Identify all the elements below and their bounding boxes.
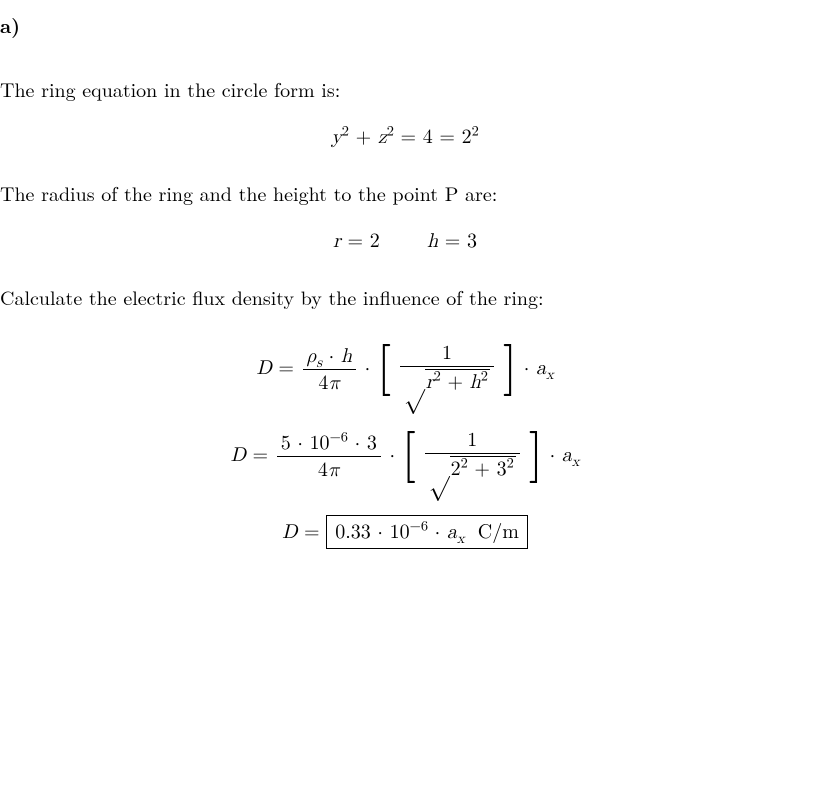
rho-sub: s — [316, 355, 322, 370]
three-b: 3 — [497, 459, 507, 479]
paragraph-2: The radius of the ring and the height to… — [0, 179, 810, 207]
val-033: 0.33 — [335, 522, 371, 542]
paragraph-3: Calculate the electric flux density by t… — [0, 283, 810, 311]
num-4b: 4 — [318, 373, 328, 393]
num-4: 4 — [423, 127, 433, 147]
equation-5: D = 0.33 · 10−6 · ax C/m — [0, 515, 810, 549]
equation-4: D = 5 · 10−6 · 3 4π · [ 1 √ 22 + 32 ] · — [0, 428, 810, 485]
equation-3: D = ρs · h 4π · [ 1 √ r2 + h2 — [0, 341, 810, 398]
pi2: π — [328, 460, 340, 480]
unit-vector-a2: a — [562, 445, 572, 465]
pi: π — [328, 373, 340, 393]
var-z: z — [378, 127, 387, 147]
boxed-result: 0.33 · 10−6 · ax C/m — [326, 515, 528, 549]
num-2: 2 — [462, 127, 472, 147]
one-b: 1 — [425, 428, 520, 453]
val-r: 2 — [370, 231, 380, 251]
ten: 10 — [310, 433, 330, 453]
unit-vector-a3: a — [447, 522, 457, 542]
unit-vector-a: a — [536, 358, 546, 378]
a-sub3: x — [457, 531, 465, 546]
var-h3: h — [470, 372, 481, 392]
exp-n6b: −6 — [410, 518, 428, 533]
ten-c: 10 — [390, 522, 410, 542]
exp-n6: −6 — [330, 429, 348, 444]
var-r2: r — [426, 372, 434, 392]
four-c: 4 — [318, 460, 328, 480]
a-sub: x — [546, 367, 554, 382]
var-y: y — [331, 127, 342, 147]
one: 1 — [400, 341, 494, 366]
var-D3: D — [282, 522, 297, 542]
var-h: h — [427, 231, 438, 251]
unit-cpm: C/m — [478, 522, 519, 542]
paragraph-1: The ring equation in the circle form is: — [0, 75, 810, 103]
var-h-num: h — [341, 346, 352, 366]
a-sub2: x — [572, 454, 580, 469]
three: 3 — [367, 433, 377, 453]
two-b: 2 — [451, 459, 461, 479]
five: 5 — [281, 433, 291, 453]
rho: ρ — [307, 346, 317, 366]
equation-1: y2 + z2 = 4 = 22 — [0, 125, 810, 149]
section-label: a) — [0, 10, 810, 39]
val-h: 3 — [467, 231, 477, 251]
equation-2: r = 2 h = 3 — [0, 229, 810, 253]
var-r: r — [333, 231, 341, 251]
var-D: D — [256, 358, 271, 378]
var-D2: D — [231, 445, 246, 465]
